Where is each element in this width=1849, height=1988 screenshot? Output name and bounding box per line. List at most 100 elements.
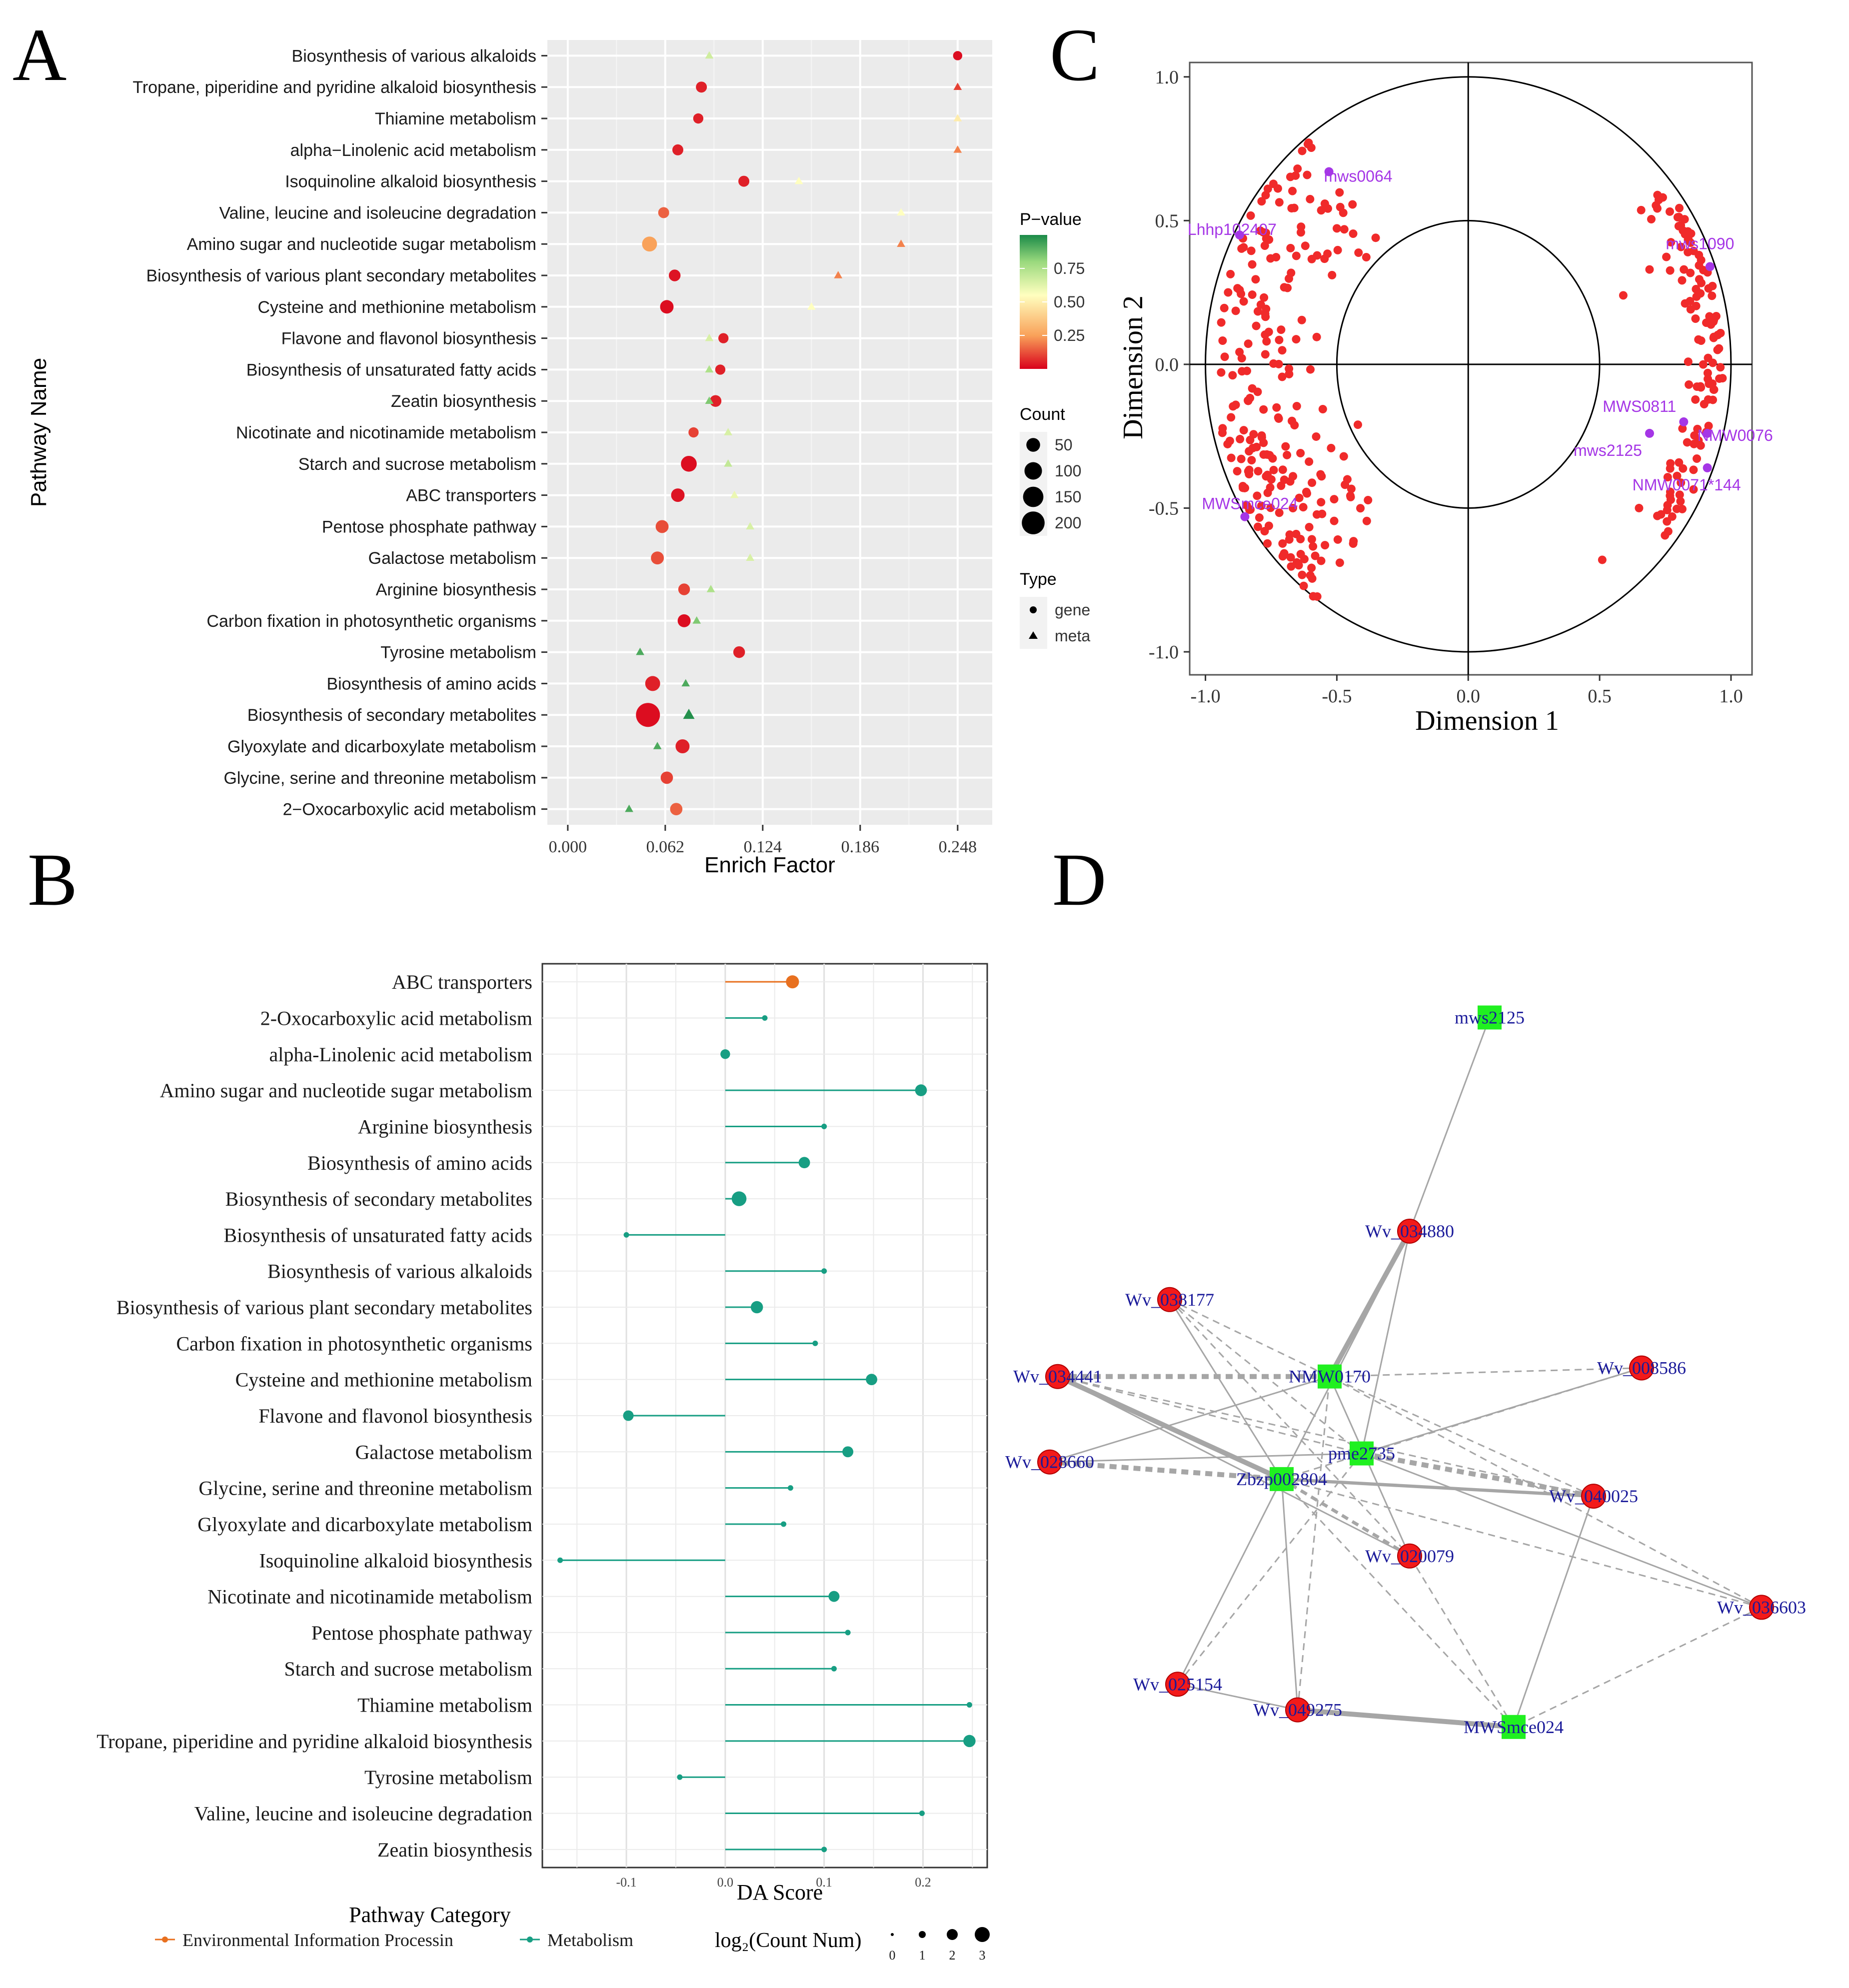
panel-c-gene-point <box>1278 372 1287 381</box>
panel-c-gene-point <box>1237 454 1246 463</box>
panel-c-gene-point <box>1321 541 1330 550</box>
panel-label-a: A <box>12 13 66 96</box>
panel-c-gene-point <box>1666 491 1675 500</box>
panel-c-gene-point <box>1716 328 1725 337</box>
panel-c-gene-point <box>1353 420 1362 429</box>
panel-b-point <box>623 1232 629 1238</box>
panel-c-gene-point <box>1253 387 1262 396</box>
panel-d-network-edge <box>1177 1479 1283 1685</box>
panel-c-x-axis-title: Dimension 1 <box>1415 705 1559 736</box>
panel-d-network-edge <box>1281 1231 1411 1480</box>
panel-c-gene-point <box>1346 491 1355 500</box>
panel-c-gene-point <box>1683 438 1692 447</box>
pvalue-tick-label: 0.75 <box>1054 259 1085 277</box>
panel-d-network-edge <box>1329 1376 1411 1557</box>
panel-a-gene-point <box>738 175 750 187</box>
panel-a-gene-point <box>678 583 690 595</box>
panel-d-gene-node <box>1165 1672 1190 1697</box>
panel-c-gene-point <box>1695 275 1704 284</box>
panel-c-gene-point <box>1246 393 1255 402</box>
panel-c-gene-point <box>1318 405 1327 414</box>
panel-c-gene-point <box>1678 504 1687 513</box>
panel-d-network-edge <box>1297 1707 1514 1730</box>
panel-b-point <box>845 1630 851 1636</box>
panel-c-gene-point <box>1703 368 1712 377</box>
panel-c-gene-point <box>1248 260 1257 269</box>
panel-c-gene-point <box>1645 265 1654 274</box>
panel-c-gene-point <box>1218 428 1227 437</box>
panel-c-gene-point <box>1244 339 1253 348</box>
panel-c-gene-point <box>1297 222 1306 231</box>
panel-c-gene-point <box>1292 558 1301 567</box>
panel-c-gene-point <box>1305 457 1314 466</box>
panel-c-gene-point <box>1257 197 1266 206</box>
panel-c-gene-point <box>1348 200 1357 209</box>
panel-c-y-tick-label: 0.0 <box>1155 354 1179 375</box>
panel-b-x-tick-label: 0.2 <box>915 1875 931 1890</box>
panel-d-network-edge <box>1281 1478 1762 1608</box>
panel-b-pathway-label: Tropane, piperidine and pyridine alkaloi… <box>96 1730 532 1753</box>
panel-a-pathway-label: Glyoxylate and dicarboxylate metabolism <box>227 737 536 756</box>
panel-c-gene-point <box>1299 503 1308 512</box>
panel-b-pathway-label: Nicotinate and nicotinamide metabolism <box>207 1586 532 1608</box>
panel-c-gene-point <box>1287 268 1296 277</box>
panel-c-gene-point <box>1668 512 1677 521</box>
panel-c-x-tick-label: 1.0 <box>1719 686 1743 707</box>
panel-a-metabolite-point <box>705 365 714 373</box>
panel-c-gene-point <box>1257 501 1266 510</box>
panel-b-pathway-label: Biosynthesis of amino acids <box>307 1152 532 1174</box>
panel-d-network-edge <box>1049 1376 1330 1463</box>
panel-a-gene-point <box>715 364 726 375</box>
panel-a-gene-point <box>718 333 729 343</box>
panel-c-gene-point <box>1229 402 1238 411</box>
panel-c-gene-point <box>1343 475 1352 484</box>
panel-b-point <box>557 1557 563 1563</box>
panel-b-x-tick-label: -0.1 <box>616 1875 637 1890</box>
panel-label-d: D <box>1052 838 1106 921</box>
panel-d-gene-node <box>1037 1449 1062 1475</box>
panel-d-network-edge <box>1057 1376 1410 1557</box>
panel-b-point <box>781 1521 787 1527</box>
panel-c-gene-point <box>1313 251 1322 260</box>
panel-a-pathway-label: Carbon fixation in photosynthetic organi… <box>206 612 536 631</box>
panel-a-metabolite-point <box>653 742 662 749</box>
panel-d-gene-label: Wv_049275 <box>1253 1700 1342 1720</box>
size-legend-label: 0 <box>889 1948 896 1963</box>
panel-c-gene-point <box>1686 305 1695 314</box>
panel-c-metabolite-label: MWS0811 <box>1603 397 1676 415</box>
panel-c-gene-point <box>1237 244 1246 253</box>
panel-a-enrichment-bubble-chart: Biosynthesis of various alkaloids Tropane… <box>26 40 1090 877</box>
panel-c-gene-point <box>1293 164 1302 173</box>
panel-c-gene-point <box>1330 495 1339 504</box>
panel-b-point <box>821 1123 827 1129</box>
panel-c-gene-point <box>1691 314 1700 323</box>
panel-c-gene-point <box>1662 252 1671 261</box>
panel-c-gene-point <box>1675 203 1684 212</box>
panel-c-gene-point <box>1362 253 1371 262</box>
panel-c-gene-point <box>1306 365 1315 374</box>
panel-c-gene-point <box>1278 539 1287 548</box>
panel-c-gene-point <box>1333 245 1342 254</box>
panel-d-gene-label: Wv_034880 <box>1365 1221 1454 1241</box>
panel-c-gene-point <box>1695 261 1704 270</box>
panel-d-gene-label: Wv_025154 <box>1133 1674 1222 1694</box>
panel-d-network-edge <box>1056 1374 1283 1482</box>
panel-c-gene-point <box>1286 553 1295 562</box>
panel-c-gene-point <box>1619 291 1628 300</box>
panel-c-gene-point <box>1283 450 1292 459</box>
panel-d-gene-node <box>1045 1364 1070 1389</box>
panel-c-gene-point <box>1266 254 1275 263</box>
panel-a-gene-point <box>636 703 660 727</box>
panel-d-network-edge <box>1409 1017 1491 1232</box>
panel-c-gene-point <box>1263 488 1272 497</box>
panel-c-gene-point <box>1702 318 1711 327</box>
panel-d-network-edge <box>1049 1453 1362 1463</box>
panel-c-gene-point <box>1676 497 1685 506</box>
panel-c-gene-point <box>1274 414 1283 423</box>
panel-a-pathway-label: Biosynthesis of secondary metabolites <box>247 706 536 725</box>
panel-c-gene-point <box>1286 477 1295 486</box>
panel-d-network-edge <box>1281 1477 1594 1498</box>
panel-a-x-tick-label: 0.000 <box>549 838 587 856</box>
panel-c-y-tick-label: -1.0 <box>1149 642 1179 663</box>
panel-c-gene-point <box>1247 456 1256 465</box>
